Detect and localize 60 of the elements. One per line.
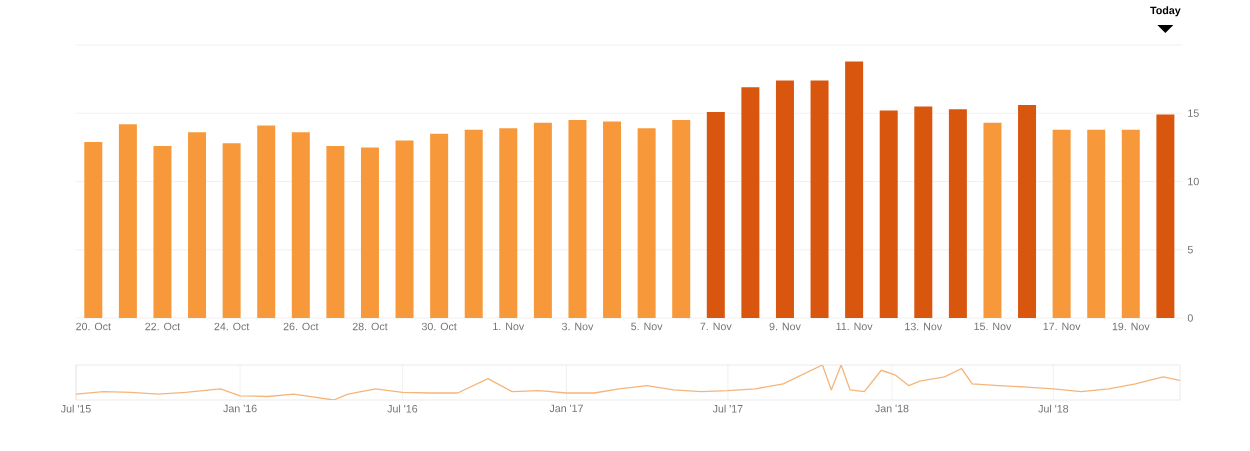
y-tick-label: 15 — [1188, 109, 1199, 117]
bar — [291, 132, 310, 318]
bar — [672, 120, 691, 318]
x-tick-label: Jul '16 — [387, 404, 418, 413]
x-tick-label: 30. Oct — [421, 322, 457, 331]
bar — [741, 87, 760, 318]
bar — [533, 122, 552, 318]
bar — [1018, 105, 1037, 318]
bar — [706, 111, 725, 318]
x-tick-label: Jan '18 — [875, 404, 909, 413]
x-tick-label: Jul '17 — [712, 404, 743, 413]
bar — [775, 80, 794, 318]
bar — [948, 109, 967, 318]
x-tick-label: 13. Nov — [905, 322, 943, 331]
bar — [1121, 129, 1140, 318]
bar — [810, 80, 829, 318]
bar — [499, 128, 518, 318]
x-tick-label: 3. Nov — [561, 322, 594, 331]
x-tick-label: Jul '15 — [60, 404, 91, 413]
bar — [983, 122, 1002, 318]
bar — [1156, 114, 1175, 318]
bar — [153, 146, 172, 318]
x-tick-label: 28. Oct — [352, 322, 388, 331]
bar — [1087, 129, 1106, 318]
bar — [188, 132, 207, 318]
bar — [914, 106, 933, 318]
y-tick-label: 5 — [1187, 246, 1193, 254]
bar — [257, 125, 276, 318]
x-tick-label: Jan '16 — [223, 404, 257, 413]
text: Today — [1150, 6, 1181, 17]
bar — [603, 121, 622, 318]
x-tick-label: 24. Oct — [214, 322, 250, 331]
y-tick-label: 0 — [1187, 314, 1193, 322]
bar — [464, 129, 483, 318]
bar — [879, 110, 898, 318]
x-tick-label: 19. Nov — [1112, 322, 1150, 331]
bar — [118, 124, 137, 318]
bar — [568, 120, 587, 318]
x-tick-label: 22. Oct — [145, 322, 181, 331]
x-tick-label: 11. Nov — [836, 322, 873, 331]
bar — [430, 133, 449, 318]
x-tick-label: Jan '17 — [549, 404, 583, 413]
bar — [395, 140, 414, 318]
x-tick-label: 9. Nov — [769, 322, 801, 331]
bar — [845, 61, 864, 318]
x-tick-label: 15. Nov — [974, 322, 1012, 331]
x-tick-label: 7. Nov — [700, 322, 732, 331]
bar — [84, 141, 103, 318]
bar — [637, 128, 656, 318]
x-tick-label: 20. Oct — [76, 322, 111, 331]
x-tick-label: Jul '18 — [1038, 404, 1069, 413]
bar — [326, 146, 345, 318]
bar — [1052, 129, 1071, 318]
x-tick-label: 5. Nov — [631, 322, 663, 331]
bar — [360, 147, 379, 318]
x-tick-label: 1. Nov — [493, 322, 525, 331]
bar — [222, 143, 241, 318]
x-tick-label: 17. Nov — [1043, 322, 1081, 331]
y-tick-label: 10 — [1188, 177, 1199, 186]
x-tick-label: 26. Oct — [283, 322, 319, 331]
